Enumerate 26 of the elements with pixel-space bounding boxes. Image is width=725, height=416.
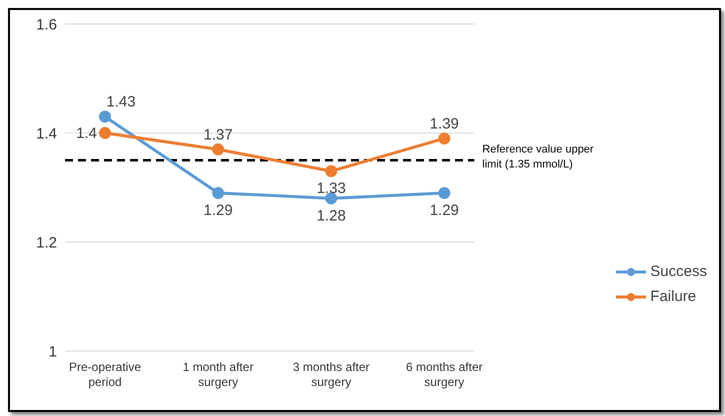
point xyxy=(438,186,450,199)
data-label: 1.43 xyxy=(106,94,136,111)
data-label: 1.28 xyxy=(316,207,346,224)
data-label: 1.33 xyxy=(316,180,346,198)
point xyxy=(212,186,224,199)
point xyxy=(99,110,111,123)
y-tick-label: 1.4 xyxy=(36,125,57,142)
point xyxy=(212,143,224,156)
data-label: 1.37 xyxy=(203,126,233,144)
x-tick-label: 6 months after surgery xyxy=(406,360,483,389)
data-label: 1.29 xyxy=(203,202,233,219)
data-label: 1.4 xyxy=(76,125,97,142)
data-label: 1.29 xyxy=(430,202,459,219)
legend-label: Success xyxy=(650,263,707,280)
point xyxy=(99,127,111,139)
point xyxy=(438,132,450,144)
y-tick-label: 1 xyxy=(48,343,57,360)
ref-line-label: Reference value upper limit (1.35 mmol/L) xyxy=(482,143,594,170)
x-tick-label: Pre-operative period xyxy=(68,360,142,389)
y-tick-label: 1.6 xyxy=(36,16,57,34)
data-label: 1.39 xyxy=(430,115,459,132)
legend-label: Failure xyxy=(650,288,696,305)
x-tick-label: 1 month after surgery xyxy=(182,360,254,389)
x-tick-label: 3 months after surgery xyxy=(292,360,370,389)
y-tick-label: 1.2 xyxy=(36,234,57,252)
point xyxy=(325,165,338,178)
